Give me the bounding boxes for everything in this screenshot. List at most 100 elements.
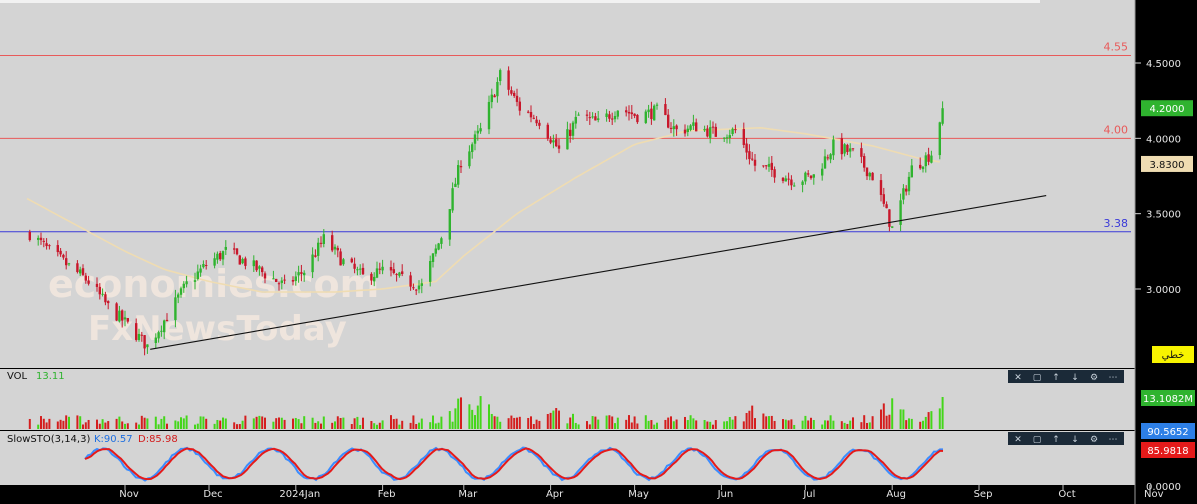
time-tick-label: May xyxy=(628,489,649,500)
candle-body xyxy=(454,183,457,187)
candle-body xyxy=(667,114,670,128)
volume-bar xyxy=(42,418,45,429)
candle-body xyxy=(664,104,667,116)
candle-body xyxy=(532,117,535,119)
volume-bar xyxy=(530,416,532,429)
volume-bar xyxy=(241,420,244,429)
candle-body xyxy=(389,267,393,271)
volume-bar xyxy=(238,424,241,429)
more-icon[interactable]: ⋯ xyxy=(1109,435,1118,445)
volume-bar xyxy=(213,423,216,429)
close-icon[interactable]: ✕ xyxy=(1014,435,1022,445)
volume-bar xyxy=(496,416,499,429)
candle-body xyxy=(84,275,87,281)
candle-body xyxy=(557,145,561,149)
candle-body xyxy=(353,263,356,269)
candle-body xyxy=(395,274,398,276)
candle-body xyxy=(695,122,698,132)
candle-body xyxy=(672,126,675,130)
candle-body xyxy=(258,266,261,269)
candle-body xyxy=(233,248,236,250)
candle-body xyxy=(767,163,771,167)
maximize-icon[interactable]: ▢ xyxy=(1033,373,1042,383)
volume-bar xyxy=(826,420,829,429)
chart-type-badge[interactable] xyxy=(1152,346,1194,363)
volume-last-tag-label: 13.1082M xyxy=(1143,394,1193,405)
candle-body xyxy=(669,127,673,129)
volume-bar xyxy=(334,421,336,429)
volume-bar xyxy=(434,423,437,429)
candle-body xyxy=(513,92,516,96)
candle-body xyxy=(98,286,101,295)
settings-icon[interactable]: ⚙ xyxy=(1090,373,1098,383)
candle-body xyxy=(714,126,717,137)
candle-body xyxy=(647,109,650,113)
candle-body xyxy=(585,114,589,116)
move-up-icon[interactable]: ↑ xyxy=(1052,373,1060,383)
time-tick-label: Sep xyxy=(974,489,993,500)
volume-bar xyxy=(843,422,846,429)
watermark-line1: economies.com xyxy=(48,262,379,306)
volume-bar xyxy=(656,422,658,429)
volume-bar xyxy=(941,397,944,429)
candle-body xyxy=(263,273,267,279)
volume-bar xyxy=(728,417,731,429)
volume-bar xyxy=(891,398,894,429)
volume-bar xyxy=(695,420,698,429)
volume-bar xyxy=(863,415,866,429)
candle-body xyxy=(317,242,320,256)
candle-body xyxy=(507,70,510,90)
move-up-icon[interactable]: ↑ xyxy=(1052,435,1060,445)
volume-bar xyxy=(311,417,314,429)
stochastic-d-label: D:85.98 xyxy=(138,434,178,445)
volume-bar xyxy=(96,419,98,429)
candle-body xyxy=(146,344,149,348)
volume-bar xyxy=(378,422,381,429)
candle-body xyxy=(807,173,810,175)
volume-bar xyxy=(362,417,364,429)
move-down-icon[interactable]: ↓ xyxy=(1071,373,1079,383)
candle-body xyxy=(535,119,538,124)
candle-body xyxy=(851,148,855,150)
volume-bar xyxy=(448,411,451,429)
candle-body xyxy=(571,122,575,136)
volume-bar xyxy=(577,424,580,429)
candle-body xyxy=(745,143,748,153)
volume-bar xyxy=(807,420,810,429)
candle-body xyxy=(734,129,737,131)
top-strip xyxy=(0,0,1040,3)
candle-body xyxy=(868,172,871,177)
volume-bar xyxy=(412,415,415,429)
candle-body xyxy=(840,138,843,155)
candle-body xyxy=(431,253,435,263)
time-tick-label: Nov xyxy=(1144,489,1164,500)
move-down-icon[interactable]: ↓ xyxy=(1071,435,1079,445)
volume-bar xyxy=(804,415,807,429)
more-icon[interactable]: ⋯ xyxy=(1109,373,1118,383)
volume-bar xyxy=(611,416,614,429)
settings-icon[interactable]: ⚙ xyxy=(1090,435,1098,445)
candle-body xyxy=(297,272,300,276)
candle-body xyxy=(871,172,874,181)
time-tick-label: Jun xyxy=(717,489,734,500)
candle-body xyxy=(322,234,325,245)
volume-bar xyxy=(664,419,667,429)
volume-bar xyxy=(48,418,51,429)
candle-body xyxy=(429,261,432,282)
volume-bar xyxy=(339,417,342,429)
candle-body xyxy=(879,180,883,195)
close-icon[interactable]: ✕ xyxy=(1014,373,1022,383)
candle-body xyxy=(182,283,185,289)
volume-bar xyxy=(689,415,692,429)
volume-bar xyxy=(670,416,672,429)
candle-body xyxy=(378,268,381,270)
candle-body xyxy=(882,194,885,204)
candle-body xyxy=(930,155,933,163)
volume-bar xyxy=(395,418,398,429)
candle-body xyxy=(907,176,911,192)
volume-bar xyxy=(104,422,107,429)
candle-body xyxy=(135,323,138,340)
candle-body xyxy=(846,144,849,152)
candle-body xyxy=(487,101,491,130)
maximize-icon[interactable]: ▢ xyxy=(1033,435,1042,445)
